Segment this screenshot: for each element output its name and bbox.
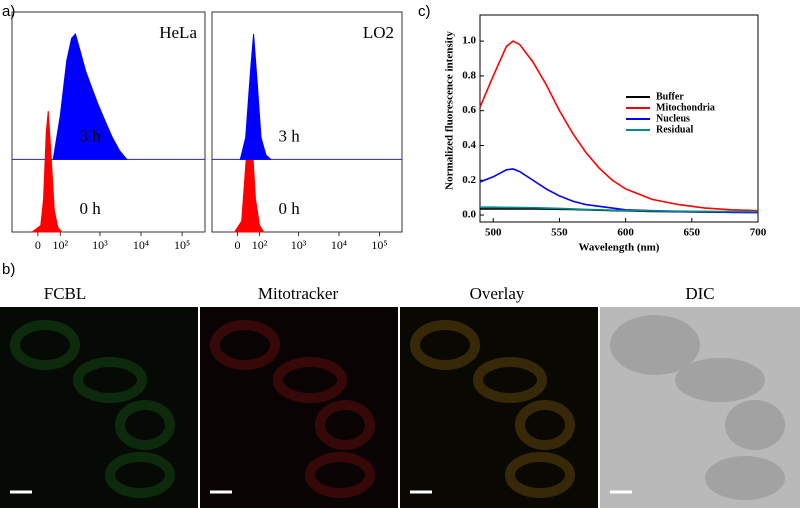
image-mitotracker [200,307,398,508]
plot-frame [211,11,403,233]
legend-label: Nucleus [656,113,690,124]
y-tick-label: 1.0 [462,35,476,47]
micrographs [0,307,800,508]
legend-label: Residual [656,124,693,135]
dic-cells [610,315,785,500]
y-tick-label: 0.6 [462,104,476,116]
y-tick-label: 0.8 [462,69,476,81]
x-tick-label: 10² [252,238,268,252]
panel-title: LO2 [363,23,394,42]
legend-label: Buffer [656,91,684,102]
x-tick-label: 10⁴ [331,238,347,252]
histogram-area [30,110,63,233]
y-tick-label: 0.4 [462,139,476,151]
x-tick-label: 700 [750,227,767,239]
image-title: FCBL [44,284,87,303]
cells [10,320,575,498]
image-title: Mitotracker [258,284,339,303]
panel-label: a) [2,3,15,20]
x-tick-label: 10⁵ [174,238,190,252]
panel-label: b) [2,261,15,278]
x-tick-label: 10² [53,238,69,252]
legend-label: Mitochondria [656,102,715,113]
y-tick-label: 0.0 [462,209,476,221]
x-axis-label: Wavelength (nm) [579,242,660,254]
x-tick-label: 550 [551,227,568,239]
x-tick-label: 10³ [291,238,307,252]
image-title: Overlay [470,284,525,303]
y-tick-label: 0.2 [462,174,476,186]
histogram-area [239,33,272,160]
image-title: DIC [685,284,714,303]
series-label: 0 h [279,199,301,218]
series-label: 3 h [80,126,102,145]
line-series [479,40,759,212]
x-tick-label: 10⁴ [133,238,149,252]
x-tick-label: 600 [617,227,634,239]
x-tick-label: 0 [234,238,240,252]
image-fcbl [0,307,198,508]
plot-frame [11,11,206,233]
histogram-area [52,32,128,160]
x-tick-label: 10³ [92,238,108,252]
panel-title: HeLa [159,23,197,42]
plot-frame [479,14,759,223]
x-tick-label: 650 [684,227,701,239]
series-label: 3 h [279,126,301,145]
x-tick-label: 500 [485,227,502,239]
panel-label: c) [418,3,431,20]
line-series [479,168,758,214]
line-series [480,206,758,213]
x-tick-label: 10⁵ [371,238,387,252]
image-overlay [400,307,598,508]
x-tick-label: 0 [35,238,41,252]
y-axis-label: Normalized fluorescence intensity [444,31,456,190]
series-label: 0 h [80,199,102,218]
